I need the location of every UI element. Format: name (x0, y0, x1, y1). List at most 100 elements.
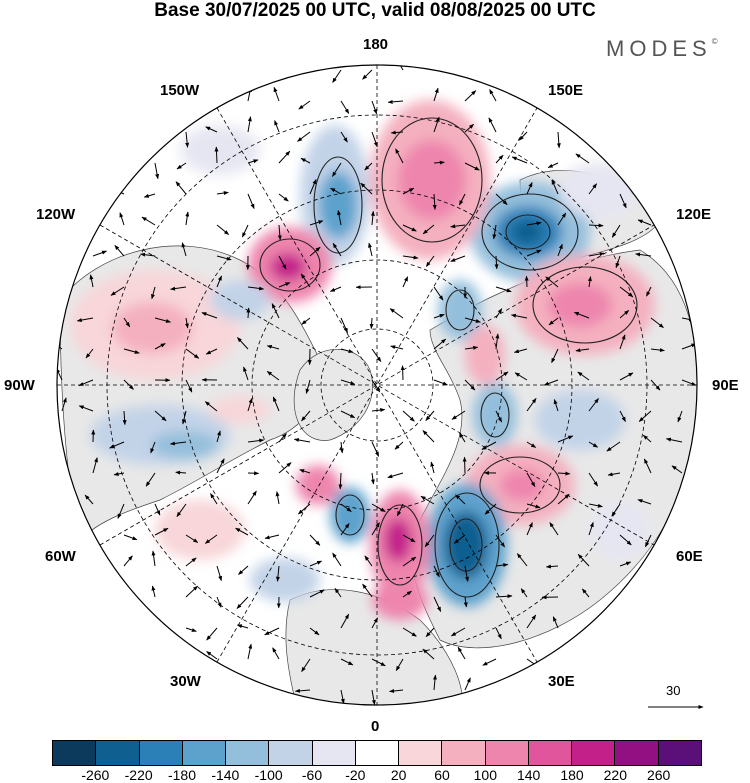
wind-vector (453, 534, 466, 544)
wind-vector (650, 379, 661, 391)
meridian-30e (216, 107, 538, 663)
wind-vector (123, 317, 131, 328)
wind-vector (495, 333, 500, 350)
wind-vector (395, 148, 404, 164)
colorbar-segment-14 (658, 741, 701, 765)
wind-vector (547, 162, 559, 169)
wind-vector (301, 658, 311, 673)
wind-vector (420, 495, 435, 505)
wind-vector (677, 410, 683, 423)
colorbar-tick-label: -220 (124, 767, 153, 783)
wind-vector (297, 131, 311, 142)
wind-vector (526, 397, 537, 412)
wind-vector (210, 493, 218, 505)
colorbar-segment-1 (96, 741, 140, 765)
wind-vector (206, 627, 218, 641)
lon-label-60w: 60W (45, 548, 76, 565)
meridian-60e (99, 224, 655, 546)
contour-4 (259, 238, 321, 292)
wind-vector (495, 563, 509, 568)
wind-vector (141, 216, 156, 226)
contour-8 (479, 456, 561, 514)
wind-vector (340, 689, 345, 704)
wind-vector (395, 65, 404, 71)
wind-vector (400, 365, 405, 381)
wind-vector (556, 131, 561, 149)
wind-vector (588, 503, 603, 508)
wind-vector (123, 555, 133, 567)
wind-vector (247, 438, 265, 443)
anomaly-pos-europe (372, 580, 428, 620)
brand-name: MODES (606, 36, 712, 61)
wind-vector (402, 276, 409, 288)
wind-vector (340, 379, 356, 385)
wind-vector (169, 441, 187, 446)
wind-vector (371, 100, 378, 115)
wind-vector (201, 312, 218, 319)
wind-vector (433, 286, 444, 301)
anomaly-pos-atlantic-west (155, 500, 245, 560)
wind-vector (557, 435, 574, 443)
wind-vector (451, 410, 466, 420)
wind-vector (606, 441, 621, 452)
wind-vector (92, 457, 98, 474)
contour-7 (377, 504, 423, 586)
lon-label-90w: 90W (4, 377, 35, 394)
wind-vector (332, 242, 342, 257)
wind-vector (455, 494, 466, 505)
wind-vector (369, 317, 374, 329)
anomaly-pos-canada-west-core (112, 302, 192, 354)
wind-vector (300, 157, 311, 164)
wind-vector (551, 179, 559, 195)
wind-vector (681, 379, 697, 386)
wind-vector (247, 397, 253, 412)
wind-vector (402, 590, 412, 598)
vector-scale-label: 30 (666, 683, 681, 698)
wind-vector (458, 193, 466, 206)
wind-vector (557, 493, 570, 505)
wind-vector (334, 587, 342, 598)
wind-vector (340, 100, 350, 114)
wind-vector (175, 470, 187, 475)
colorbar-tick-label: 60 (434, 767, 450, 783)
anomaly-neg-scandinavia-core (444, 511, 488, 579)
wind-vector (588, 398, 599, 412)
wind-vector (526, 503, 541, 509)
wind-vector (278, 150, 291, 164)
wind-vector (526, 441, 537, 448)
wind-vector (143, 193, 156, 198)
wind-vector (495, 308, 503, 319)
anomaly-neg-arctic-canada (210, 280, 270, 320)
wind-vector (184, 317, 189, 329)
wind-vector (278, 433, 287, 443)
wind-vector (520, 588, 528, 598)
meridian-150e (216, 107, 538, 663)
lon-label-150w: 150W (160, 82, 200, 99)
wind-vector (247, 643, 253, 660)
map-border (56, 64, 698, 706)
wind-vector (78, 379, 94, 387)
wind-vector (371, 408, 386, 413)
lon-label-180: 180 (363, 36, 389, 53)
anomaly-neg-russia-west (535, 390, 625, 450)
wind-vector (84, 494, 94, 505)
colorbar-segment-2 (139, 741, 183, 765)
meridian-120e (99, 224, 655, 546)
wind-vector (464, 162, 480, 171)
wind-vector (78, 405, 94, 412)
colorbar-segment-0 (53, 741, 97, 765)
wind-vector (459, 432, 466, 443)
wind-vector (370, 472, 375, 485)
wind-vector (364, 162, 373, 171)
lat-circle-80 (320, 328, 434, 442)
wind-vector (185, 379, 193, 393)
lon-label-30w: 30W (170, 673, 201, 690)
wind-vector (360, 182, 373, 195)
wind-vector (548, 317, 559, 326)
colorbar-segment-8 (399, 741, 443, 765)
wind-vector (642, 434, 652, 443)
wind-vector (588, 441, 599, 448)
colorbar-segment-4 (226, 741, 270, 765)
wind-vector (492, 224, 497, 240)
